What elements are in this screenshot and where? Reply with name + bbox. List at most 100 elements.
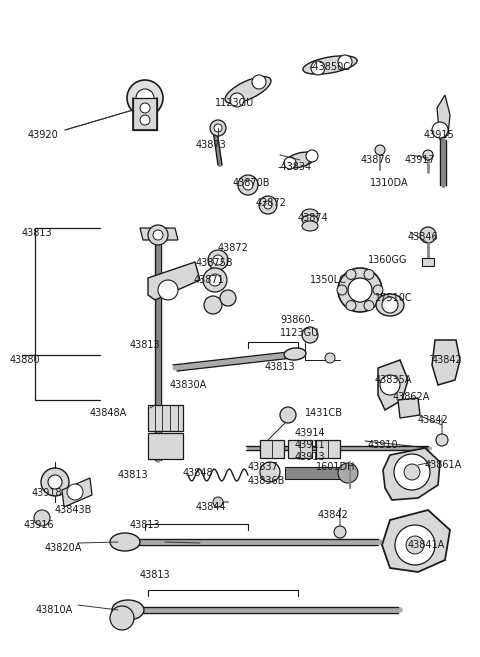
Circle shape	[338, 268, 382, 312]
Polygon shape	[62, 478, 92, 507]
Text: 43841A: 43841A	[408, 540, 445, 550]
Circle shape	[203, 268, 227, 292]
Circle shape	[208, 250, 228, 270]
Circle shape	[158, 280, 178, 300]
Circle shape	[380, 375, 400, 395]
Text: 43872: 43872	[218, 243, 249, 253]
Circle shape	[260, 462, 280, 482]
Bar	[316, 440, 340, 458]
Circle shape	[306, 150, 318, 162]
Text: 43910: 43910	[368, 440, 398, 450]
Text: 1360GG: 1360GG	[368, 255, 408, 265]
Text: 43842: 43842	[418, 415, 449, 425]
Circle shape	[404, 464, 420, 480]
Circle shape	[127, 80, 163, 116]
Circle shape	[230, 93, 244, 107]
Circle shape	[373, 285, 383, 295]
Text: 43848: 43848	[183, 468, 214, 478]
Text: 43861A: 43861A	[425, 460, 462, 470]
Text: -43850C: -43850C	[310, 62, 351, 72]
Text: 43813: 43813	[22, 228, 53, 238]
Text: 1601DH: 1601DH	[316, 462, 356, 472]
Text: 43835A: 43835A	[375, 375, 412, 385]
Circle shape	[395, 525, 435, 565]
Bar	[148, 433, 183, 459]
Circle shape	[420, 227, 436, 243]
Ellipse shape	[225, 77, 271, 103]
Ellipse shape	[284, 348, 306, 360]
Text: 43842: 43842	[318, 510, 349, 520]
Text: 43872: 43872	[256, 198, 287, 208]
Circle shape	[153, 230, 163, 240]
Circle shape	[280, 407, 296, 423]
Text: 43813: 43813	[140, 570, 170, 580]
Circle shape	[41, 468, 69, 496]
Circle shape	[406, 536, 424, 554]
Text: 43813: 43813	[130, 340, 161, 350]
Text: 43920: 43920	[28, 130, 59, 140]
Text: 43915: 43915	[424, 130, 455, 140]
Ellipse shape	[376, 294, 404, 316]
Bar	[285, 467, 345, 479]
Circle shape	[136, 89, 154, 107]
Polygon shape	[383, 448, 440, 500]
Circle shape	[284, 157, 296, 169]
Circle shape	[338, 55, 352, 69]
Circle shape	[209, 274, 221, 286]
Text: 1350LC: 1350LC	[310, 275, 347, 285]
Circle shape	[67, 484, 83, 500]
Circle shape	[264, 201, 272, 209]
Text: 43917: 43917	[405, 155, 436, 165]
Text: 1123GU: 1123GU	[215, 98, 254, 108]
Bar	[288, 440, 312, 458]
Circle shape	[48, 475, 62, 489]
Text: 43873: 43873	[196, 140, 227, 150]
Ellipse shape	[112, 600, 144, 620]
Text: 43871: 43871	[194, 275, 225, 285]
Text: 43810A: 43810A	[36, 605, 73, 615]
Text: 43914: 43914	[295, 428, 325, 438]
Bar	[260, 440, 284, 458]
Text: -43834: -43834	[278, 162, 312, 172]
Circle shape	[364, 269, 374, 279]
Circle shape	[375, 145, 385, 155]
Circle shape	[436, 434, 448, 446]
Bar	[422, 258, 434, 266]
Polygon shape	[398, 398, 420, 418]
Text: 43918: 43918	[32, 488, 62, 498]
Ellipse shape	[285, 152, 315, 168]
Circle shape	[213, 255, 223, 265]
Circle shape	[252, 75, 266, 89]
Circle shape	[432, 122, 448, 138]
Circle shape	[243, 180, 253, 190]
Circle shape	[259, 196, 277, 214]
Ellipse shape	[110, 533, 140, 551]
Text: 43837: 43837	[248, 462, 279, 472]
Circle shape	[346, 269, 356, 279]
Polygon shape	[382, 510, 450, 572]
Text: 43836B: 43836B	[248, 476, 286, 486]
Polygon shape	[140, 228, 178, 240]
Text: 43848A: 43848A	[90, 408, 127, 418]
Circle shape	[302, 327, 318, 343]
Text: 43876: 43876	[361, 155, 392, 165]
Text: 43913: 43913	[295, 452, 325, 462]
Ellipse shape	[302, 215, 318, 225]
Polygon shape	[432, 340, 460, 385]
Text: 93860-: 93860-	[280, 315, 314, 325]
Text: 1310DA: 1310DA	[370, 178, 408, 188]
Circle shape	[364, 301, 374, 311]
Circle shape	[148, 225, 168, 245]
Circle shape	[210, 120, 226, 136]
Text: 43916: 43916	[24, 520, 55, 530]
Circle shape	[325, 353, 335, 363]
Text: 43862A: 43862A	[393, 392, 431, 402]
Polygon shape	[378, 360, 408, 410]
Circle shape	[204, 296, 222, 314]
Text: 1123GU: 1123GU	[280, 328, 319, 338]
Text: 1431CB: 1431CB	[305, 408, 343, 418]
Circle shape	[337, 285, 347, 295]
Text: 43875B: 43875B	[196, 258, 234, 268]
Circle shape	[311, 61, 325, 75]
Ellipse shape	[302, 221, 318, 231]
